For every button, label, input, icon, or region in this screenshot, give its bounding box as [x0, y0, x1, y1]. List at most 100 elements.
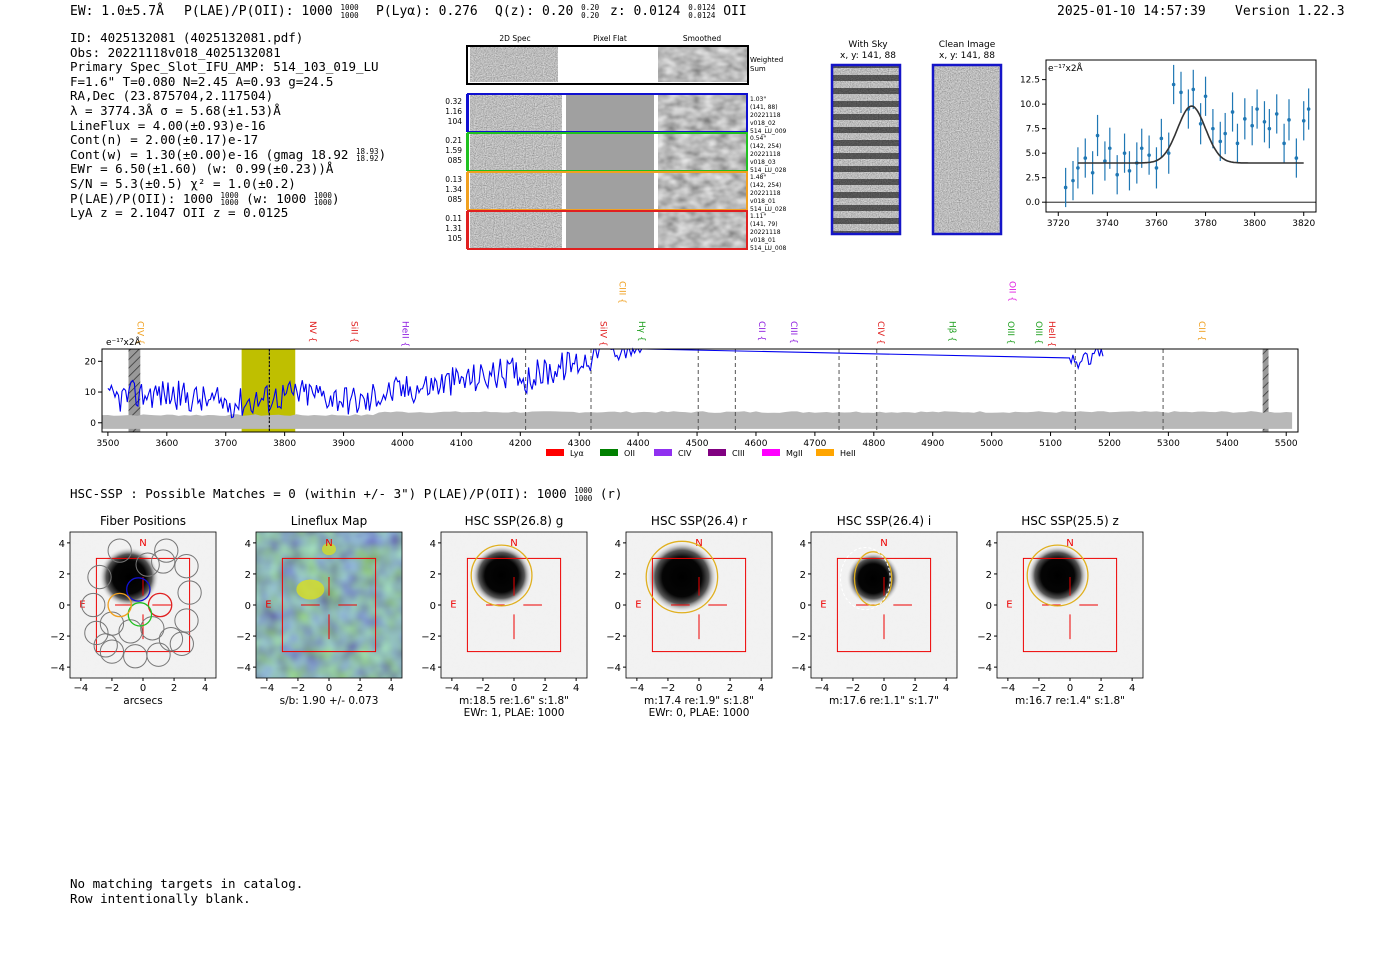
- fit-model-curve: [1077, 105, 1304, 164]
- hsc-y-tick-label: −2: [50, 632, 65, 643]
- info-id: ID: 4025132081 (4025132081.pdf): [70, 30, 304, 45]
- header-version: Version 1.22.3: [1235, 4, 1345, 19]
- spectrum-x-tick-label: 4300: [568, 439, 591, 449]
- hsc-panel-caption: m:18.5 re:1.6" s:1.8": [459, 695, 569, 707]
- legend-label: Lyα: [570, 449, 584, 458]
- fit-point: [1243, 117, 1247, 121]
- hsc-x-tick-label: 0: [511, 683, 517, 694]
- hsc-y-tick-label: 0: [615, 601, 621, 612]
- spectrum-y-tick-label: 20: [85, 357, 97, 367]
- legend-swatch: [546, 449, 564, 456]
- cutout-right-label: v018_01: [750, 237, 776, 244]
- spectrum-x-tick-label: 5300: [1157, 439, 1180, 449]
- clean-image: [931, 63, 1003, 236]
- aperture-ellipse: [853, 551, 893, 607]
- fit-point: [1267, 126, 1272, 131]
- hsc-panel-title: HSC SSP(25.5) z: [1021, 514, 1119, 528]
- hsc-y-tick-label: 2: [986, 570, 992, 581]
- fit-point: [1103, 159, 1107, 163]
- fit-x-tick-label: 3740: [1096, 219, 1119, 229]
- hsc-panel-title: Lineflux Map: [291, 514, 367, 528]
- emission-line-label: CII {: [756, 321, 766, 341]
- hsc-y-tick-label: −2: [606, 632, 621, 643]
- header-qz: Q(z): 0.20 0.20 0.20: [495, 3, 600, 20]
- fiber-circle: [158, 627, 184, 652]
- fit-point: [1147, 153, 1151, 157]
- info-plae: P(LAE)/P(OII): 1000 1000 1000 (w: 1000 10…: [70, 190, 340, 208]
- fiber-circle: [140, 616, 165, 641]
- detection-fiber: [147, 592, 173, 618]
- hsc-y-tick-label: 2: [615, 570, 621, 581]
- emission-line-label: NV {: [307, 321, 317, 342]
- header-plae-value: P(LAE)/P(OII): 1000: [184, 4, 333, 19]
- hsc-x-tick-label: 4: [388, 683, 394, 694]
- hsc-x-tick-label: 0: [1067, 683, 1073, 694]
- cutout-right-label: v018_01: [750, 198, 776, 205]
- cutout-right-label: v018_02: [750, 120, 776, 127]
- legend-label: CIV: [678, 449, 692, 458]
- fit-point: [1198, 121, 1203, 126]
- spectrum-y-tick-label: 0: [90, 419, 96, 429]
- hsc-y-tick-label: 2: [800, 570, 806, 581]
- hsc-x-tick-label: 0: [881, 683, 887, 694]
- fiber-circle: [169, 631, 194, 656]
- hsc-y-tick-label: −4: [977, 663, 992, 674]
- spectrum-frame: [101, 348, 1299, 433]
- fit-y-tick-label: 12.5: [1020, 76, 1040, 86]
- hsc-x-tick-label: 2: [727, 683, 733, 694]
- fit-point: [1108, 146, 1112, 151]
- fit-y-tick-label: 5.0: [1026, 149, 1041, 159]
- cutout-left-label: 0.11: [445, 214, 462, 223]
- north-label: N: [695, 538, 702, 549]
- cutout-left-label: 1.34: [445, 185, 462, 194]
- header-plae-range: 1000 1000: [340, 3, 359, 20]
- hsc-panel: HSC SSP(26.4) r N E −4 −4 −2 −2 0 0 2 2 4 4 m:17.4 re…: [606, 514, 773, 719]
- catalog-note-line1: No matching targets in catalog.: [70, 876, 304, 891]
- hsc-y-tick-label: −2: [236, 632, 251, 643]
- sum-label: Sum: [750, 65, 766, 73]
- info-contw: Cont(w) = 1.30(±0.00)e-16 (gmag 18.92 18…: [70, 146, 387, 164]
- cutout-right-label: 1.48": [750, 174, 766, 181]
- fit-point: [1154, 166, 1159, 170]
- hsc-y-tick-label: 4: [59, 539, 65, 550]
- cutout-noise: [811, 532, 957, 678]
- info-radec: RA,Dec (23.875704,2.117504): [70, 88, 274, 104]
- fit-x-tick-label: 3780: [1194, 219, 1217, 229]
- east-label: E: [820, 599, 826, 610]
- fiber-circle: [81, 592, 106, 618]
- detection-fiber: [126, 577, 151, 602]
- fit-point: [1063, 185, 1068, 190]
- aperture-ellipse: [645, 540, 719, 614]
- fiber-circle: [107, 538, 132, 563]
- cutout-right-label: v018_03: [750, 159, 776, 166]
- aperture-ellipse: [470, 544, 533, 607]
- fit-point: [1235, 141, 1240, 146]
- legend-swatch: [654, 449, 672, 456]
- fit-point: [1139, 146, 1144, 151]
- emission-line-label: OIII {: [1005, 321, 1015, 345]
- col-pixel-flat: Pixel Flat: [593, 34, 627, 43]
- with-sky-xy: x, y: 141, 88: [840, 51, 896, 61]
- hsc-x-tick-label: 2: [171, 683, 177, 694]
- fiber-circle: [174, 554, 199, 579]
- fit-point: [1076, 166, 1080, 170]
- detection-info: ID: 4025132081 (4025132081.pdf) Obs: 202…: [70, 30, 387, 221]
- fit-point: [1223, 131, 1227, 136]
- spectrum-x-tick-label: 5200: [1098, 439, 1121, 449]
- hsc-y-tick-label: 2: [245, 570, 251, 581]
- fiber-circle: [151, 549, 176, 574]
- hsc-panel-caption: m:16.7 re:1.4" s:1.8": [1015, 695, 1125, 707]
- fiber-circle: [135, 552, 160, 577]
- fiber-circle: [87, 564, 112, 590]
- north-label: N: [139, 538, 146, 549]
- hsc-x-tick-label: −2: [661, 683, 676, 694]
- with-sky-title: With Sky: [848, 40, 888, 50]
- emission-line-label: CIII {: [788, 321, 798, 344]
- fit-plot-frame: [1045, 59, 1317, 213]
- cutout-right-label: (142, 254): [750, 182, 781, 189]
- emission-line-label: CII {: [1196, 321, 1206, 341]
- fit-point: [1203, 94, 1208, 99]
- info-sn: S/N = 5.3(±0.5) χ² = 1.0(±0.2): [70, 175, 296, 191]
- spectrum-x-tick-label: 3900: [332, 439, 355, 449]
- hsc-summary: HSC-SSP : Possible Matches = 0 (within +…: [70, 486, 623, 503]
